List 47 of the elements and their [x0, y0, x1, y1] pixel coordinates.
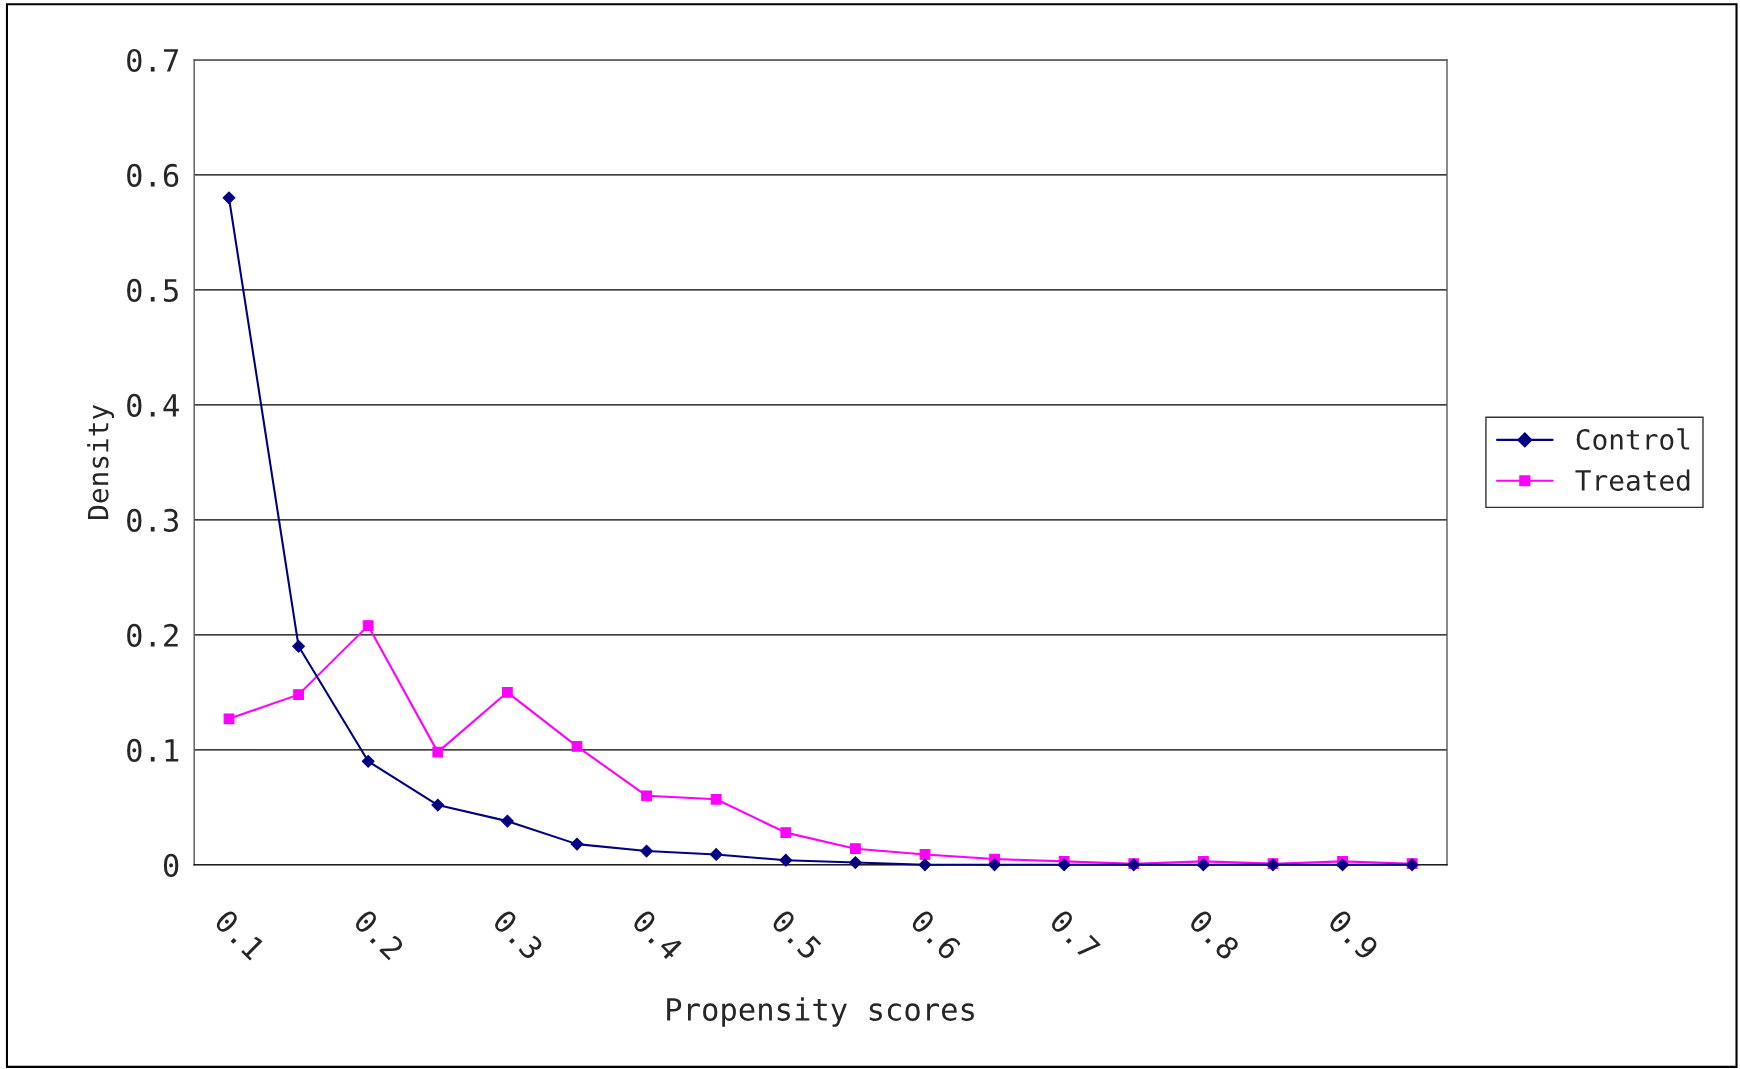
point — [640, 844, 653, 858]
point — [709, 848, 723, 861]
point — [918, 858, 932, 872]
point — [222, 191, 236, 205]
x-tick-label: 0.2 — [352, 908, 405, 961]
point — [641, 790, 652, 802]
x-tick-label: 0.1 — [213, 908, 267, 961]
point — [502, 686, 513, 698]
x-tick-label: 0.8 — [1187, 908, 1241, 961]
y-tick-label: 0.1 — [127, 738, 179, 762]
y-axis-title: Density — [87, 404, 114, 520]
point — [919, 849, 931, 860]
x-axis-title: Propensity scores — [667, 997, 974, 1027]
x-tick-label: 0.4 — [631, 908, 685, 962]
point — [988, 858, 1001, 872]
y-tick-label: 0 — [163, 853, 179, 877]
point — [779, 853, 793, 867]
point — [293, 689, 304, 701]
x-tick-label: 0.9 — [1327, 908, 1380, 961]
point — [432, 746, 444, 758]
point — [710, 793, 722, 805]
legend-label: Treated — [1575, 469, 1690, 491]
point — [223, 713, 235, 725]
x-tick-label: 0.6 — [909, 908, 963, 961]
point — [431, 798, 445, 812]
legend-label: Control — [1576, 428, 1690, 451]
x-tick-label: 0.3 — [491, 908, 545, 961]
point — [292, 639, 305, 653]
point — [780, 827, 792, 838]
point — [571, 741, 583, 752]
y-tick-label: 0.5 — [127, 278, 178, 302]
point — [848, 856, 862, 869]
point — [850, 843, 861, 855]
y-tick-label: 0.7 — [127, 48, 178, 72]
point — [1057, 858, 1071, 872]
x-tick-label: 0.5 — [770, 908, 823, 961]
point — [361, 754, 375, 768]
y-tick-label: 0.4 — [127, 393, 179, 417]
y-tick-label: 0.3 — [127, 508, 178, 532]
point — [1336, 858, 1349, 872]
point — [570, 837, 584, 851]
x-tick-label: 0.7 — [1048, 908, 1102, 961]
y-tick-label: 0.2 — [127, 623, 178, 647]
y-tick-label: 0.6 — [127, 163, 179, 187]
point — [1196, 858, 1210, 872]
point — [500, 814, 514, 828]
point — [362, 620, 374, 632]
